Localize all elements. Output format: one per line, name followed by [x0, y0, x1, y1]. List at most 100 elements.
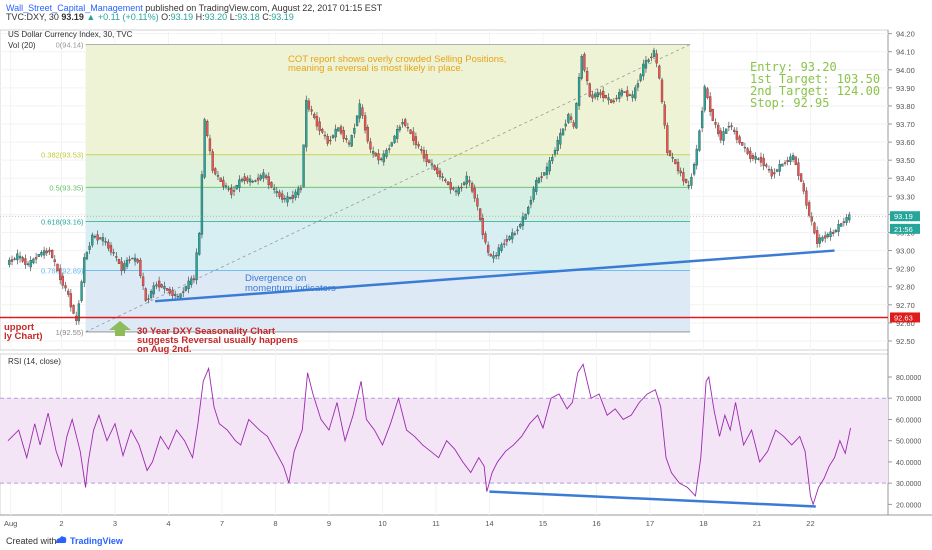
candle: [206, 119, 209, 138]
candle: [83, 253, 86, 288]
time-axis[interactable]: Aug 2 3 4 7 8 9 10 11 14 15 16 17 18 21 22: [4, 519, 815, 528]
candle: [773, 168, 776, 179]
candle: [807, 200, 811, 218]
candle: [569, 113, 573, 124]
rsi-tick-label: 40.0000: [896, 460, 921, 467]
close-value: 93.19: [271, 12, 294, 22]
candle: [708, 92, 712, 117]
candle: [612, 98, 616, 104]
fib-level-label: 0.786(92.89): [41, 266, 84, 275]
author-link[interactable]: Wall_Street_Capital_Management: [6, 3, 143, 13]
time-tick-label: 17: [646, 519, 654, 528]
chart-canvas[interactable]: 0(94.14) 0.382(93.53) 0.5(93.35) 0.618(93.1…: [0, 0, 932, 532]
candle: [593, 91, 597, 100]
time-tick-label: 4: [166, 519, 170, 528]
price-tick-label: 92.50: [896, 337, 915, 346]
candle: [123, 260, 126, 274]
close-label: C:: [262, 12, 272, 22]
candle: [489, 253, 492, 257]
candle: [147, 294, 150, 304]
candle: [174, 290, 177, 299]
candle: [682, 167, 685, 186]
tradingview-brand[interactable]: TradingView: [70, 536, 123, 546]
svg-text:92.63: 92.63: [894, 313, 913, 322]
rsi-tick-label: 70.0000: [896, 396, 921, 403]
candle: [390, 141, 393, 148]
candle: [307, 98, 311, 112]
candle: [532, 185, 535, 203]
symbol-text[interactable]: TVC:DXY, 30: [6, 12, 59, 22]
seasonality-line-3: on Aug 2nd.: [137, 344, 192, 355]
price-badge: 92.63: [890, 312, 920, 323]
candle: [781, 163, 784, 167]
time-tick-label: 2: [59, 519, 63, 528]
fib-zone: [85, 221, 691, 271]
candle: [473, 184, 476, 202]
price-tick-label: 93.50: [896, 156, 915, 165]
candle: [219, 177, 222, 182]
candle: [791, 152, 795, 163]
fib-level-label: 0(94.14): [56, 40, 84, 49]
candle: [224, 182, 228, 190]
price-axis[interactable]: 94.20 94.10 94.00 93.90 93.80 93.70 93.60 93.50…: [888, 30, 921, 510]
candle: [227, 185, 230, 192]
published-text: published on TradingView.com, August 22,…: [145, 3, 383, 13]
candle: [644, 55, 648, 73]
time-tick-label: 15: [539, 519, 547, 528]
candle: [24, 254, 27, 269]
price-tick-label: 92.60: [896, 319, 915, 328]
candle: [751, 152, 755, 162]
time-tick-label: 7: [220, 519, 224, 528]
candle: [93, 234, 97, 239]
candle: [88, 241, 91, 254]
candle: [414, 132, 418, 149]
candle: [160, 283, 163, 289]
candle: [294, 189, 297, 201]
candle: [652, 47, 656, 60]
candle: [34, 252, 38, 264]
candle: [454, 186, 458, 197]
candle: [425, 149, 428, 167]
candle: [369, 137, 372, 154]
candle: [503, 239, 506, 248]
candle: [272, 184, 276, 194]
candle: [468, 176, 471, 187]
price-badge: 93.19: [890, 211, 920, 222]
candle: [695, 144, 698, 170]
rsi-tick-label: 30.0000: [896, 481, 921, 488]
rsi-tick-label: 50.0000: [896, 439, 921, 446]
candle: [722, 126, 725, 146]
candle: [323, 131, 327, 140]
candle: [91, 232, 94, 248]
candle: [818, 233, 821, 248]
high-label: H:: [195, 12, 205, 22]
candle: [139, 257, 142, 279]
tradingview-logo-icon: [56, 536, 67, 543]
candle: [770, 166, 773, 180]
candle: [152, 282, 155, 298]
candle: [832, 229, 835, 237]
candle: [553, 147, 557, 158]
candle: [382, 150, 385, 166]
candle: [246, 175, 249, 184]
candle: [714, 118, 717, 129]
candle: [313, 112, 316, 120]
candle: [337, 127, 340, 132]
target2-text: 2nd Target: 124.00: [750, 84, 880, 98]
candle: [168, 286, 171, 296]
candle: [462, 181, 466, 187]
candle: [543, 172, 546, 176]
fibonacci-retracement[interactable]: 0(94.14) 0.382(93.53) 0.5(93.35) 0.618(93.1…: [41, 40, 691, 337]
candle: [216, 170, 220, 181]
candle: [187, 276, 190, 294]
candle: [144, 287, 147, 302]
candle: [342, 126, 345, 143]
candle: [642, 59, 645, 81]
candle: [513, 231, 517, 236]
candle: [109, 242, 113, 256]
candle: [363, 112, 367, 134]
candle: [660, 77, 664, 104]
candle: [626, 86, 629, 101]
cot-annotation: COT report shows overly crowded Selling …: [288, 54, 506, 74]
candle: [310, 105, 313, 116]
